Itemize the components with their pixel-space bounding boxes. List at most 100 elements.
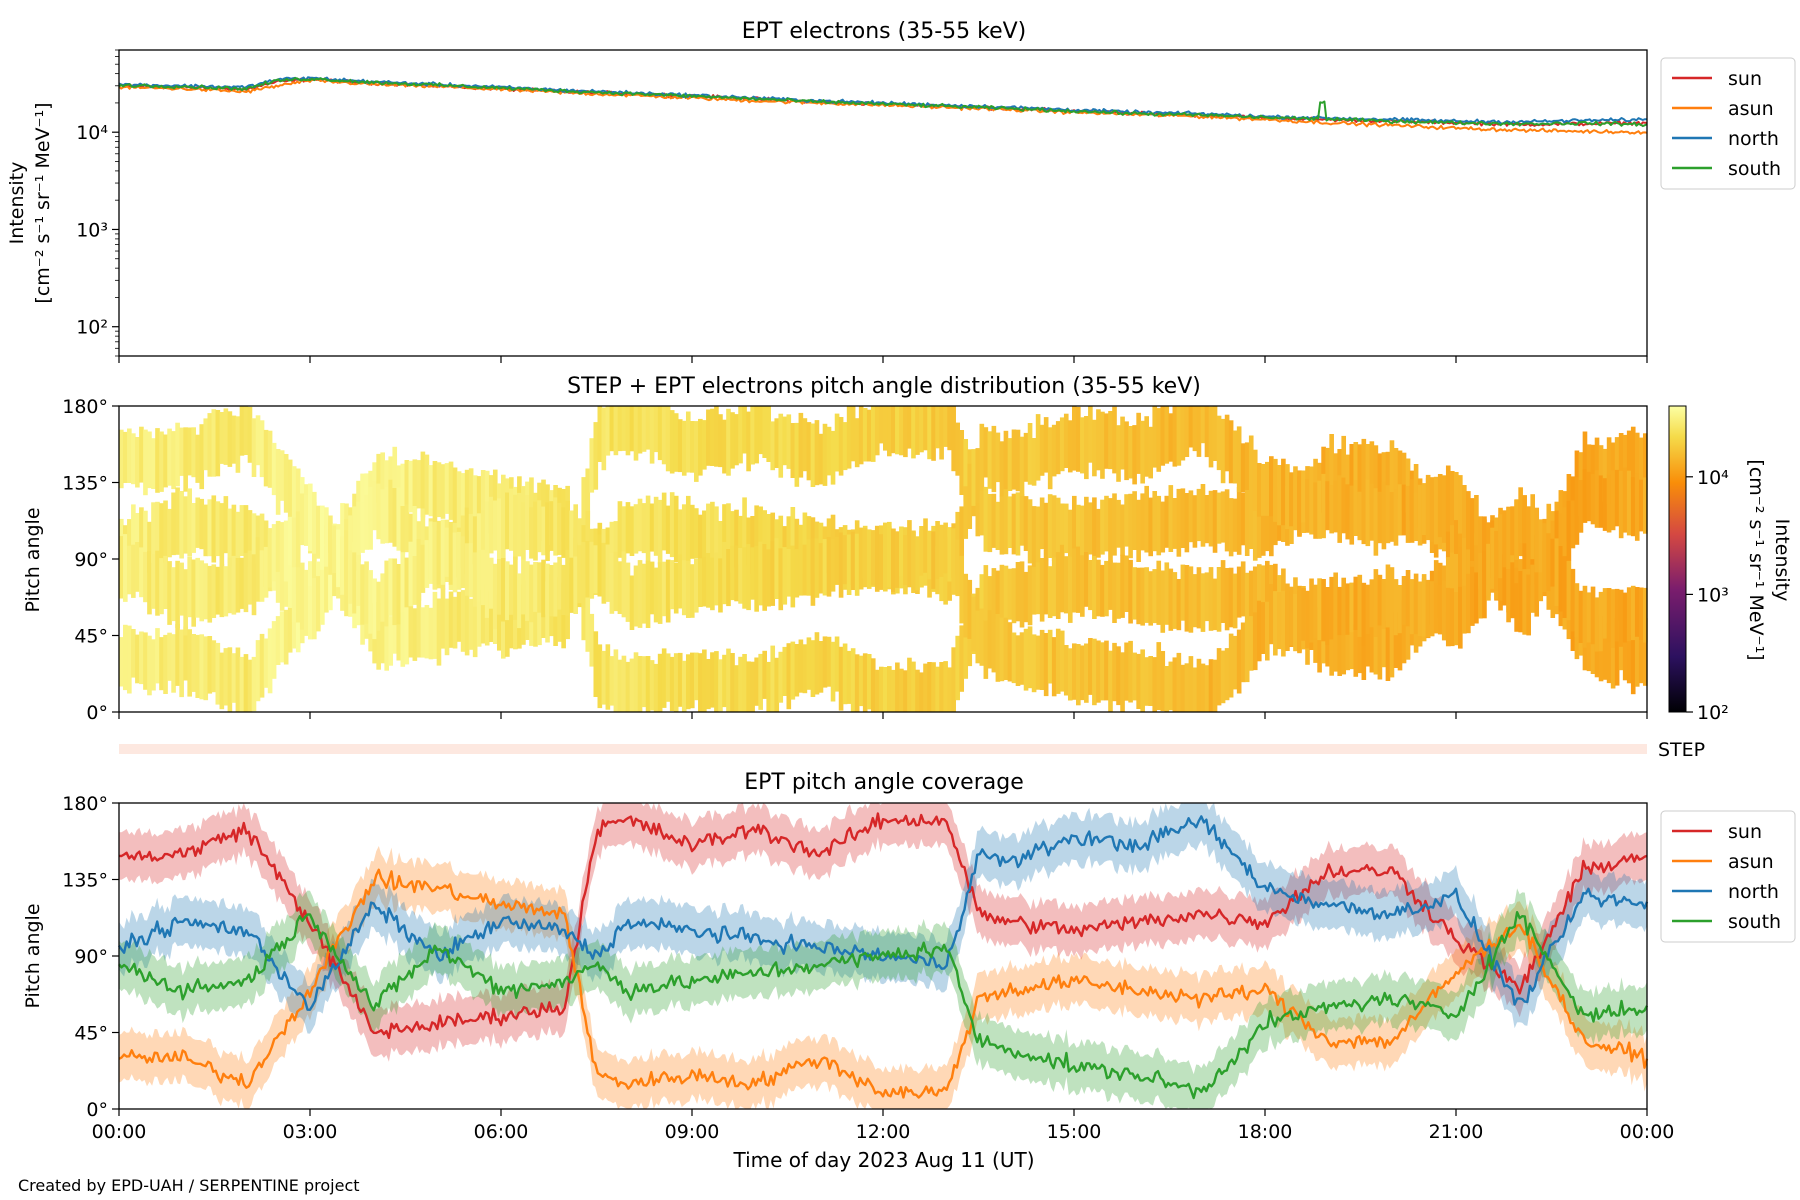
heat-cell: [641, 563, 647, 624]
heat-cell: [1269, 488, 1274, 557]
heat-cell: [1345, 454, 1351, 504]
heat-cell: [368, 570, 373, 634]
heat-cell: [1478, 553, 1483, 619]
heat-cell: [995, 614, 1001, 682]
heat-cell: [1349, 444, 1355, 508]
heat-cell: [1176, 652, 1182, 712]
heat-cell: [1252, 449, 1258, 511]
heat-cell: [283, 609, 289, 665]
heat-cell: [1071, 548, 1077, 613]
heat-cell: [919, 526, 924, 576]
heat-cell: [1176, 406, 1182, 466]
heat-cell: [959, 506, 965, 560]
heat-cell: [324, 545, 329, 613]
heat-cell: [786, 516, 792, 577]
heat-cell: [1626, 470, 1632, 536]
y-tick-label: 45°: [74, 1023, 108, 1045]
heat-cell: [1176, 488, 1182, 557]
heat-cell: [1076, 546, 1081, 613]
heat-cell: [1413, 492, 1419, 541]
heat-cell: [641, 406, 647, 452]
heat-cell: [1011, 429, 1017, 490]
heat-cell: [1168, 661, 1174, 711]
colorbar-tick-label: 10³: [1697, 584, 1729, 606]
heat-cell: [199, 634, 205, 700]
heat-cell: [328, 515, 333, 575]
heat-cell: [1305, 590, 1310, 649]
heat-cell: [1377, 619, 1383, 680]
heat-cell: [143, 632, 148, 690]
heat-cell: [1188, 656, 1194, 712]
heat-cell: [1630, 585, 1636, 641]
heat-cell: [1055, 421, 1061, 475]
heat-cell: [1405, 570, 1411, 627]
heat-cell: [1140, 493, 1145, 551]
heat-cell: [1059, 544, 1065, 613]
heat-cell: [1317, 480, 1322, 539]
heat-cell: [1458, 586, 1463, 649]
heat-cell: [798, 639, 804, 693]
heat-cell: [1562, 507, 1568, 572]
heat-cell: [384, 460, 390, 510]
heat-cell: [999, 617, 1005, 682]
heat-cell: [199, 498, 205, 550]
heat-cell: [629, 506, 635, 556]
heat-cell: [255, 537, 261, 602]
heat-cell: [959, 430, 965, 495]
heat-cell: [790, 641, 796, 700]
heat-cell: [838, 532, 844, 598]
heat-cell: [1216, 492, 1222, 544]
heat-cell: [1377, 574, 1383, 626]
heat-cell: [850, 406, 856, 462]
heat-cell: [480, 510, 486, 563]
heat-cell: [1385, 564, 1391, 628]
heat-cell: [195, 434, 201, 483]
heat-cell: [1015, 635, 1021, 686]
heat-cell: [1027, 565, 1033, 626]
heat-cell: [987, 610, 993, 669]
heat-cell: [1518, 487, 1523, 543]
heat-cell: [734, 665, 739, 712]
heat-cell: [569, 557, 574, 613]
heat-cell: [139, 426, 144, 483]
heat-cell: [295, 511, 301, 568]
heat-cell: [1112, 642, 1117, 702]
heat-cell: [444, 598, 450, 656]
heat-cell: [1252, 566, 1258, 622]
heat-cell: [1562, 556, 1568, 618]
heat-cell: [935, 666, 940, 712]
heat-cell: [533, 580, 538, 647]
heat-cell: [637, 406, 643, 454]
heat-cell: [987, 431, 993, 489]
heat-cell: [324, 507, 329, 567]
heat-cell: [476, 550, 482, 602]
heat-cell: [1168, 485, 1174, 552]
heat-cell: [1361, 613, 1367, 680]
heat-cell: [778, 651, 784, 703]
heat-cell: [979, 574, 985, 624]
heat-cell: [408, 605, 414, 658]
heat-cell: [854, 418, 860, 468]
heat-cell: [400, 506, 406, 555]
heat-cell: [1240, 561, 1246, 617]
heat-cell: [1108, 498, 1113, 564]
heat-cell: [291, 466, 297, 530]
panel-3-legend-items: sun asun north south: [1672, 821, 1781, 933]
heat-cell: [1614, 588, 1620, 642]
heat-cell: [866, 409, 872, 462]
heat-cell: [649, 561, 655, 615]
heat-cell: [231, 555, 237, 615]
heat-cell: [227, 411, 233, 467]
heat-cell: [1265, 601, 1270, 661]
heat-cell: [131, 504, 136, 569]
heat-cell: [484, 470, 490, 524]
heat-cell: [1305, 479, 1310, 533]
heat-cell: [694, 558, 699, 613]
heat-cell: [999, 441, 1005, 497]
heat-cell: [714, 406, 719, 467]
heat-cell: [1003, 617, 1009, 680]
heat-cell: [1514, 583, 1519, 632]
heat-cell: [517, 492, 522, 557]
heat-cell: [866, 654, 872, 710]
heat-cell: [1023, 496, 1029, 551]
